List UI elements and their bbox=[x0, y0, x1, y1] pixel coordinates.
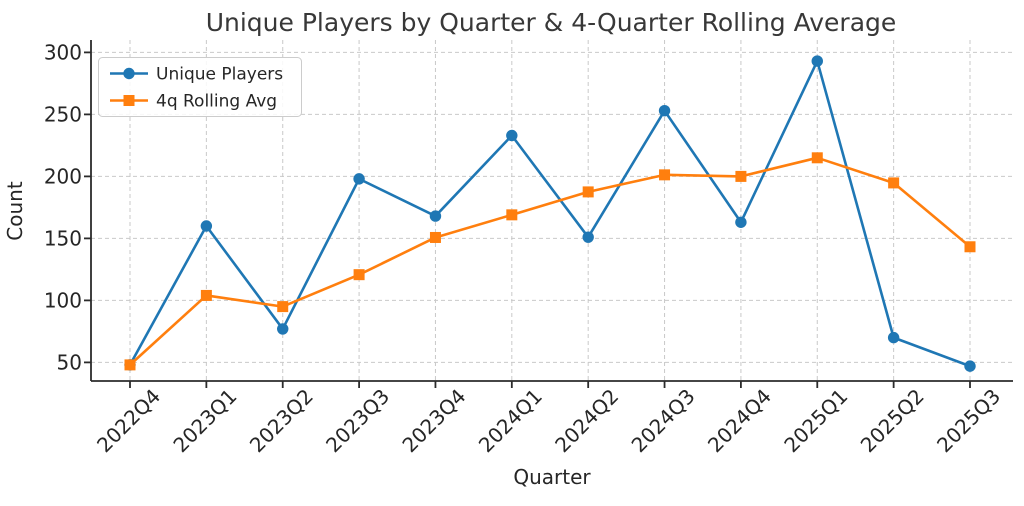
x-tick-label: 2024Q2 bbox=[550, 384, 623, 457]
data-point-marker bbox=[353, 269, 365, 281]
data-point-marker bbox=[735, 216, 747, 228]
y-tick-label: 150 bbox=[44, 226, 82, 250]
data-point-marker bbox=[506, 209, 518, 221]
x-tick-label: 2022Q4 bbox=[92, 384, 165, 457]
x-tick-label: 2024Q1 bbox=[474, 384, 547, 457]
data-point-marker bbox=[964, 241, 976, 253]
x-axis-label: Quarter bbox=[513, 465, 591, 489]
series-line bbox=[128, 59, 972, 368]
data-point-marker bbox=[277, 301, 289, 313]
data-point-marker bbox=[735, 170, 747, 182]
legend-marker bbox=[123, 95, 135, 106]
y-tick-label: 100 bbox=[44, 288, 82, 312]
legend-box bbox=[98, 57, 302, 117]
legend-label: 4q Rolling Avg bbox=[156, 91, 277, 111]
legend: Unique Players 4q Rolling Avg bbox=[98, 57, 302, 117]
data-point-marker bbox=[811, 152, 823, 164]
y-tick-label: 250 bbox=[44, 102, 82, 126]
legend-entry: Unique Players bbox=[110, 64, 283, 84]
x-tick-label: 2025Q1 bbox=[779, 384, 852, 457]
data-point-marker bbox=[659, 169, 671, 181]
data-point-marker bbox=[506, 129, 518, 142]
series-layer bbox=[124, 55, 976, 372]
x-tick-label: 2024Q3 bbox=[627, 384, 700, 457]
series-line bbox=[128, 156, 972, 367]
data-point-marker bbox=[353, 173, 365, 185]
axes-layer bbox=[84, 40, 1013, 388]
data-point-marker bbox=[964, 360, 976, 372]
y-axis-label: Count bbox=[3, 181, 27, 241]
x-tick-label: 2025Q3 bbox=[932, 384, 1005, 457]
data-point-marker bbox=[277, 323, 289, 335]
x-tick-label: 2023Q4 bbox=[397, 384, 470, 457]
data-point-marker bbox=[429, 210, 442, 222]
data-point-marker bbox=[887, 331, 900, 344]
data-point-marker bbox=[200, 289, 212, 301]
y-tick-label: 200 bbox=[44, 164, 82, 188]
x-tick-label: 2024Q4 bbox=[703, 384, 776, 457]
series-4q-rolling-avg bbox=[124, 152, 976, 371]
x-tick-label: 2023Q1 bbox=[168, 384, 241, 457]
data-point-marker bbox=[582, 231, 594, 243]
data-point-marker bbox=[200, 220, 213, 232]
data-point-marker bbox=[888, 177, 900, 189]
data-point-marker bbox=[658, 104, 671, 117]
legend-marker bbox=[123, 67, 135, 80]
data-point-marker bbox=[582, 186, 594, 198]
data-point-marker bbox=[124, 359, 136, 371]
x-tick-label: 2025Q2 bbox=[856, 384, 929, 457]
x-tick-label: 2023Q3 bbox=[321, 384, 394, 457]
data-point-marker bbox=[429, 231, 441, 243]
x-tick-label: 2023Q2 bbox=[245, 384, 318, 457]
y-tick-label: 300 bbox=[44, 40, 82, 64]
data-point-marker bbox=[811, 55, 823, 67]
legend-label: Unique Players bbox=[156, 64, 283, 84]
y-tick-label: 50 bbox=[57, 350, 82, 374]
chart-title: Unique Players by Quarter & 4-Quarter Ro… bbox=[206, 8, 897, 37]
legend-entry: 4q Rolling Avg bbox=[110, 91, 277, 111]
series-unique-players bbox=[124, 55, 976, 372]
